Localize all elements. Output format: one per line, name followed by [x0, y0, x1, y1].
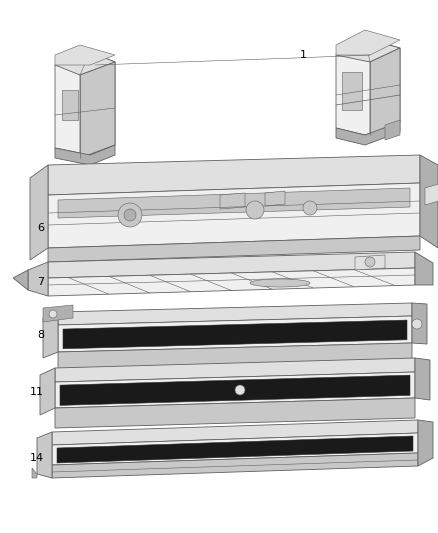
- Polygon shape: [32, 468, 37, 478]
- Polygon shape: [48, 236, 420, 262]
- Polygon shape: [48, 268, 415, 296]
- Ellipse shape: [250, 279, 310, 287]
- Text: 8: 8: [37, 330, 44, 340]
- Polygon shape: [420, 155, 438, 248]
- Polygon shape: [425, 183, 438, 205]
- Polygon shape: [55, 372, 415, 408]
- Polygon shape: [52, 433, 418, 465]
- Polygon shape: [62, 90, 78, 120]
- Polygon shape: [412, 303, 427, 344]
- Polygon shape: [58, 303, 412, 325]
- Text: 1: 1: [300, 50, 307, 60]
- Circle shape: [118, 203, 142, 227]
- Polygon shape: [52, 453, 418, 478]
- Polygon shape: [30, 165, 48, 260]
- Polygon shape: [52, 420, 418, 445]
- Polygon shape: [43, 305, 73, 322]
- Polygon shape: [55, 52, 115, 155]
- Polygon shape: [13, 270, 28, 290]
- Polygon shape: [80, 62, 115, 158]
- Polygon shape: [43, 312, 58, 358]
- Polygon shape: [55, 145, 115, 165]
- Polygon shape: [48, 252, 415, 278]
- Polygon shape: [265, 191, 285, 206]
- Text: 14: 14: [30, 453, 44, 463]
- Circle shape: [246, 201, 264, 219]
- Circle shape: [235, 385, 245, 395]
- Text: 11: 11: [30, 387, 44, 397]
- Circle shape: [303, 201, 317, 215]
- Polygon shape: [336, 122, 400, 145]
- Circle shape: [49, 310, 57, 318]
- Circle shape: [365, 257, 375, 267]
- Polygon shape: [220, 193, 245, 209]
- Polygon shape: [336, 38, 400, 62]
- Polygon shape: [60, 375, 410, 406]
- Polygon shape: [370, 48, 400, 135]
- Text: 7: 7: [37, 277, 44, 287]
- Polygon shape: [48, 155, 420, 195]
- Circle shape: [412, 319, 422, 329]
- Text: 6: 6: [37, 223, 44, 233]
- Polygon shape: [58, 343, 412, 370]
- Polygon shape: [415, 252, 433, 285]
- Polygon shape: [48, 183, 420, 248]
- Polygon shape: [336, 30, 400, 55]
- Polygon shape: [55, 358, 415, 382]
- Polygon shape: [418, 420, 433, 466]
- Polygon shape: [58, 188, 410, 218]
- Polygon shape: [385, 120, 400, 140]
- Polygon shape: [336, 38, 400, 135]
- Polygon shape: [58, 316, 412, 352]
- Polygon shape: [355, 255, 385, 270]
- Polygon shape: [55, 52, 115, 75]
- Polygon shape: [37, 432, 52, 478]
- Polygon shape: [342, 72, 362, 110]
- Polygon shape: [55, 398, 415, 428]
- Polygon shape: [28, 262, 48, 296]
- Polygon shape: [63, 320, 407, 349]
- Polygon shape: [57, 436, 413, 463]
- Circle shape: [124, 209, 136, 221]
- Polygon shape: [415, 358, 430, 400]
- Polygon shape: [55, 45, 115, 65]
- Polygon shape: [40, 368, 55, 415]
